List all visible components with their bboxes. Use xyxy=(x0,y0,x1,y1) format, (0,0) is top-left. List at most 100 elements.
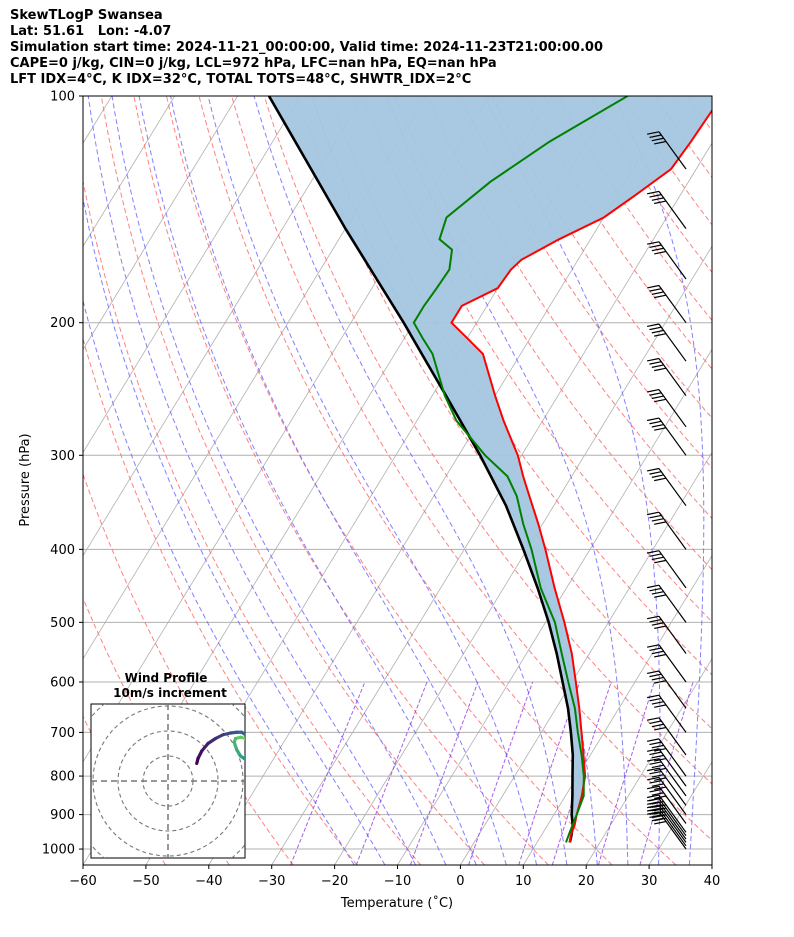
isotherm-line xyxy=(397,348,712,865)
hodograph-subtitle: 10m/s increment xyxy=(113,686,227,700)
dry-adiabat xyxy=(100,96,485,865)
wind-barb xyxy=(647,417,687,456)
x-tick-label: −40 xyxy=(195,874,222,889)
mixing-ratio-line xyxy=(409,681,479,865)
moist-adiabat xyxy=(87,96,416,865)
moist-adiabat xyxy=(207,96,538,865)
mixing-ratio-line xyxy=(518,681,581,865)
dry-adiabat xyxy=(166,96,613,865)
y-tick-label: 100 xyxy=(50,90,75,105)
y-axis-label: Pressure (hPa) xyxy=(18,433,33,526)
wind-barb xyxy=(658,96,687,97)
mixing-ratio-line xyxy=(597,681,655,865)
wind-barb xyxy=(647,776,687,815)
wind-barb xyxy=(647,550,687,589)
dry-adiabat xyxy=(83,178,422,865)
index-params: LFT IDX=4°C, K IDX=32°C, TOTAL TOTS=48°C… xyxy=(10,72,472,87)
wind-barb xyxy=(647,670,687,709)
dry-adiabat xyxy=(133,96,549,865)
hodograph-segment xyxy=(243,736,245,741)
wind-barb xyxy=(647,748,687,787)
dry-adiabat xyxy=(589,96,712,274)
y-tick-label: 900 xyxy=(50,808,75,823)
dry-adiabat xyxy=(263,96,712,785)
y-tick-label: 700 xyxy=(50,726,75,741)
hodograph-segment xyxy=(243,733,245,739)
dry-adiabat xyxy=(296,96,712,730)
y-tick-label: 800 xyxy=(50,770,75,785)
isotherm-line xyxy=(83,96,176,248)
wind-barb xyxy=(647,794,687,833)
x-tick-label: −10 xyxy=(384,874,411,889)
hodograph-segment xyxy=(261,810,264,814)
hodograph-segment xyxy=(242,754,245,761)
wind-barb xyxy=(647,323,687,362)
y-tick-label: 200 xyxy=(50,316,75,331)
y-tick-label: 1000 xyxy=(42,843,75,858)
chart-title: SkewTLogP Swansea xyxy=(10,8,163,23)
isotherm-line xyxy=(460,451,712,865)
wind-barb xyxy=(647,785,687,824)
dry-adiabat xyxy=(753,96,794,865)
moist-adiabat xyxy=(111,96,447,865)
hodograph-segment xyxy=(248,741,249,749)
location-label: Lat: 51.61 Lon: -4.07 xyxy=(10,24,172,39)
hodograph-segment xyxy=(195,756,200,766)
wind-barb xyxy=(647,388,687,428)
moist-adiabat xyxy=(613,96,705,865)
isotherm-line xyxy=(711,864,712,865)
x-tick-label: 10 xyxy=(515,874,532,889)
x-axis-label: Temperature (˚C) xyxy=(340,895,453,911)
hodograph-segment xyxy=(200,741,210,753)
parcel-line xyxy=(267,96,575,843)
isotherm-line xyxy=(522,554,712,865)
x-tick-label: 30 xyxy=(641,874,658,889)
mixing-ratio-line xyxy=(355,681,428,865)
dry-adiabat xyxy=(83,337,358,865)
wind-barb xyxy=(647,131,687,170)
dry-adiabat xyxy=(786,96,794,865)
isotherm-line xyxy=(585,658,712,865)
isotherm-line xyxy=(83,96,364,557)
dry-adiabat xyxy=(622,96,712,226)
dry-adiabat xyxy=(83,472,294,865)
y-tick-label: 500 xyxy=(50,616,75,631)
hodograph-segment xyxy=(258,801,261,810)
hodograph-segment xyxy=(251,746,256,780)
moist-adiabat xyxy=(170,96,507,865)
wind-barb xyxy=(647,615,687,654)
wind-barb xyxy=(647,190,687,229)
wind-barb xyxy=(647,694,687,733)
stability-params: CAPE=0 j/kg, CIN=0 j/kg, LCL=972 hPa, LF… xyxy=(10,56,497,71)
wind-barb xyxy=(647,767,687,806)
wind-barb xyxy=(647,738,687,777)
moist-adiabat xyxy=(83,196,386,865)
moist-adiabat xyxy=(253,96,568,865)
x-tick-label: 0 xyxy=(456,874,464,889)
hodograph-title: Wind Profile xyxy=(125,671,208,685)
wind-barb xyxy=(647,284,687,324)
y-tick-label: 400 xyxy=(50,543,75,558)
wind-barb xyxy=(647,717,687,756)
dry-adiabat xyxy=(198,96,677,865)
isotherm-line xyxy=(334,245,712,865)
time-label: Simulation start time: 2024-11-21_00:00:… xyxy=(10,40,603,55)
isotherm-line xyxy=(83,96,301,454)
y-tick-label: 600 xyxy=(50,675,75,690)
x-tick-label: −50 xyxy=(132,874,159,889)
wind-barb xyxy=(647,241,687,280)
mixing-ratio-line xyxy=(290,681,366,865)
hodograph-segment xyxy=(256,780,259,801)
moist-adiabat xyxy=(138,96,477,865)
dry-adiabat xyxy=(720,96,794,865)
x-tick-label: −60 xyxy=(69,874,96,889)
wind-barb xyxy=(647,467,687,507)
isotherm-line xyxy=(208,96,679,865)
wind-barb xyxy=(647,758,687,797)
hodograph-segment xyxy=(247,749,248,755)
wind-barb xyxy=(647,584,687,623)
x-tick-label: 20 xyxy=(578,874,595,889)
x-tick-label: −20 xyxy=(321,874,348,889)
wind-barb xyxy=(647,511,687,550)
